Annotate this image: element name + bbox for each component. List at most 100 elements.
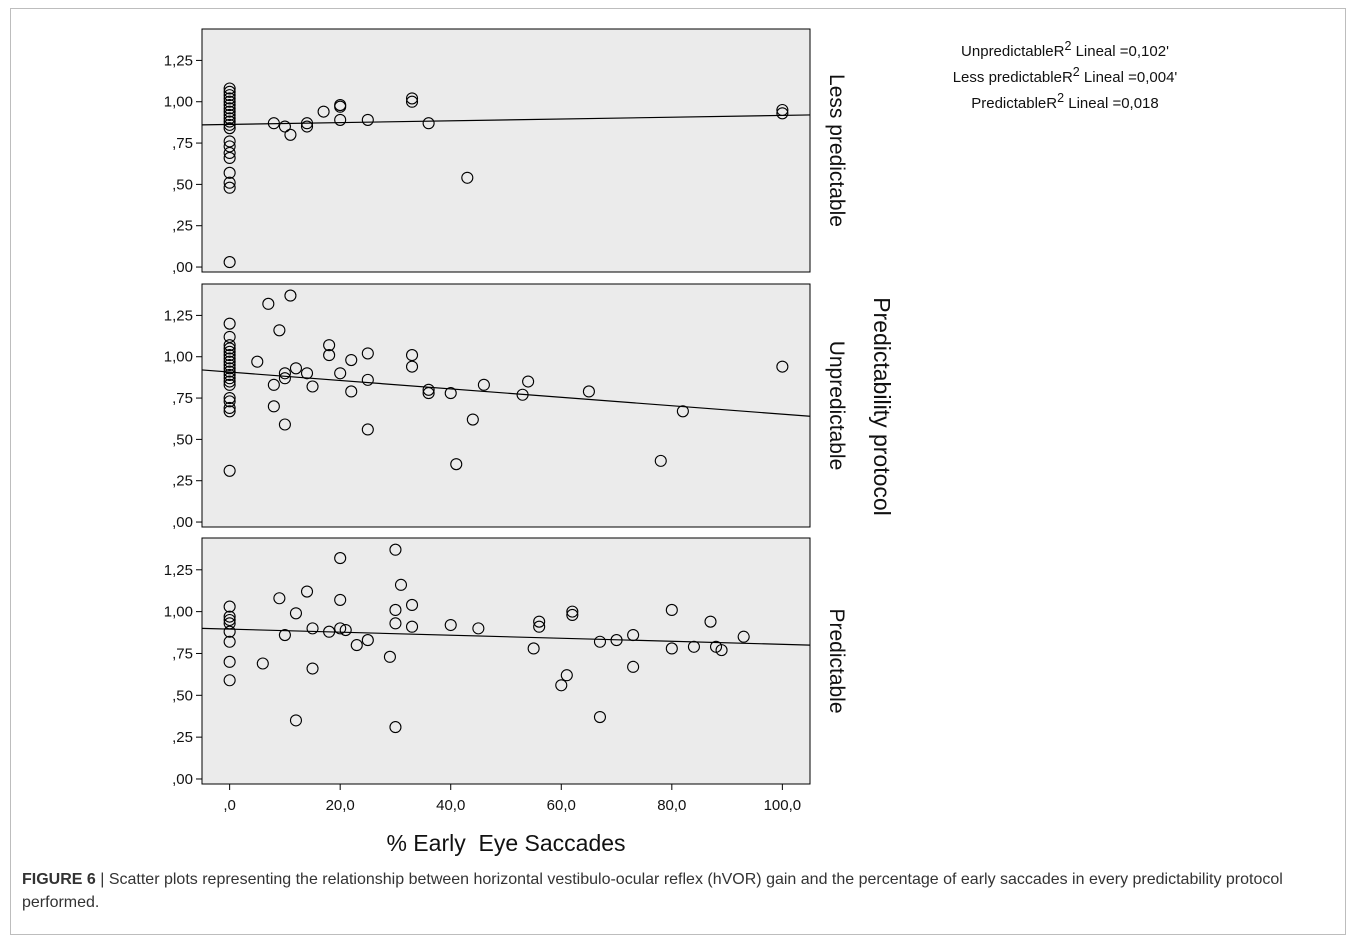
y-tick-label: ,00 <box>172 771 193 788</box>
y-tick-label: 1,25 <box>164 307 193 324</box>
data-point <box>267 117 280 130</box>
data-point <box>223 600 236 613</box>
data-point <box>223 342 236 355</box>
data-point <box>289 607 303 620</box>
data-point <box>278 418 291 431</box>
data-point <box>361 373 374 386</box>
data-point <box>383 650 396 663</box>
data-point <box>223 365 236 378</box>
data-point <box>223 95 236 108</box>
y-tick-label: ,00 <box>172 514 193 531</box>
y-tick-label: 1,00 <box>164 349 193 366</box>
data-point <box>334 113 347 126</box>
data-point <box>223 118 236 131</box>
r2-value: Lineal =0,102' <box>1071 43 1169 60</box>
data-point <box>582 385 595 398</box>
data-point <box>533 615 546 628</box>
data-point <box>223 256 236 269</box>
data-point <box>405 349 419 362</box>
r2-legend-entry-unpredictable: UnpredictableR2 Lineal =0,102' <box>880 36 1250 62</box>
data-point <box>262 297 275 310</box>
panel-less-predictable <box>201 28 811 273</box>
data-point <box>289 362 303 375</box>
r2-symbol: R <box>1046 95 1058 112</box>
data-point <box>560 669 573 682</box>
data-point <box>278 629 291 642</box>
data-point <box>223 674 236 687</box>
data-point <box>687 640 700 653</box>
fit-line-less-predictable <box>201 114 811 126</box>
data-point <box>223 92 236 105</box>
y-tick-label: ,75 <box>172 135 193 152</box>
data-point <box>223 85 236 98</box>
facet-label-predictable: Predictable <box>825 608 848 713</box>
data-point <box>323 625 336 638</box>
x-tick-label: 100,0 <box>764 797 802 814</box>
y-tick-label: ,50 <box>172 176 193 193</box>
data-point <box>223 610 236 623</box>
caption-text: Scatter plots representing the relations… <box>22 871 1283 911</box>
data-point <box>251 355 264 368</box>
data-point <box>223 378 236 391</box>
data-point <box>610 634 623 647</box>
data-point <box>223 372 236 385</box>
figure-label: FIGURE 6 <box>22 871 96 888</box>
r2-superscript: 2 <box>1072 65 1080 79</box>
figure-frame <box>10 8 1346 935</box>
data-point <box>223 330 236 343</box>
data-point <box>665 642 678 655</box>
data-point <box>267 400 280 413</box>
data-point <box>654 454 667 467</box>
x-tick-label: 80,0 <box>657 797 686 814</box>
data-point <box>334 367 347 380</box>
data-point <box>361 634 374 647</box>
data-point <box>223 146 236 160</box>
data-point <box>516 388 529 401</box>
data-point <box>566 608 579 622</box>
data-point <box>223 140 236 153</box>
data-point <box>223 176 236 189</box>
data-point <box>223 181 236 194</box>
data-point <box>323 339 336 352</box>
x-tick-label: 40,0 <box>436 797 465 814</box>
data-point <box>223 625 236 638</box>
data-point <box>405 95 419 108</box>
data-point <box>223 352 236 365</box>
data-point <box>361 423 374 436</box>
x-axis-label: % Early Eye Saccades <box>386 830 625 856</box>
data-point <box>223 368 236 381</box>
data-point <box>223 635 236 648</box>
data-point <box>223 112 236 125</box>
facet-axis-label: Predictability protocol <box>869 297 895 516</box>
data-point <box>223 362 236 375</box>
data-point <box>350 639 363 652</box>
data-point <box>389 721 402 734</box>
data-point <box>223 617 236 630</box>
y-tick-label: 1,25 <box>164 562 193 579</box>
data-point <box>405 598 419 611</box>
data-point <box>223 349 236 362</box>
data-point <box>715 644 728 657</box>
data-point <box>223 115 236 128</box>
data-point <box>223 102 236 115</box>
y-tick-label: 1,00 <box>164 94 193 111</box>
data-point <box>522 375 535 388</box>
data-point <box>323 349 336 362</box>
data-point <box>300 120 314 133</box>
data-point <box>345 385 358 398</box>
data-point <box>284 289 297 302</box>
data-point <box>389 543 402 556</box>
data-point <box>223 339 236 352</box>
data-point <box>676 405 689 418</box>
data-point <box>389 603 402 617</box>
data-point <box>223 108 236 122</box>
data-point <box>273 324 286 337</box>
r2-symbol: R <box>1053 43 1065 60</box>
data-point <box>223 395 236 408</box>
data-point <box>394 578 408 591</box>
data-point <box>306 380 319 393</box>
data-point <box>593 635 607 648</box>
data-point <box>223 122 236 135</box>
data-point <box>361 347 374 360</box>
